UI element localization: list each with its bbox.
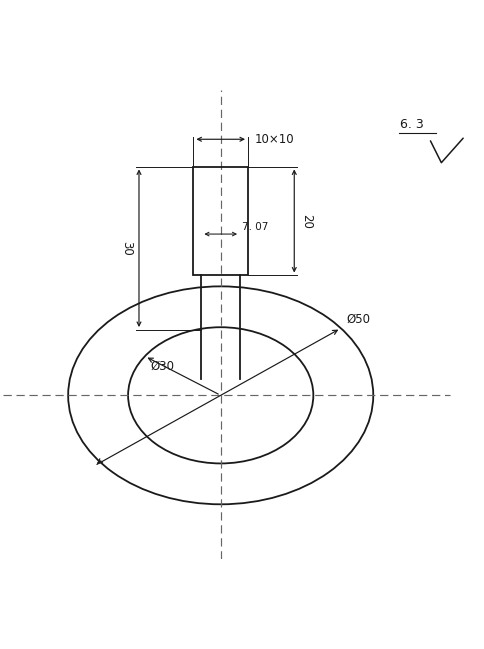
Text: 20: 20 <box>299 214 312 228</box>
Text: 6. 3: 6. 3 <box>400 118 424 131</box>
Text: Ø30: Ø30 <box>151 360 174 373</box>
Text: 30: 30 <box>121 241 133 256</box>
Text: 7. 07: 7. 07 <box>242 223 268 232</box>
Text: 10×10: 10×10 <box>254 133 293 146</box>
Text: Ø50: Ø50 <box>346 313 370 326</box>
Bar <box>193 167 247 275</box>
